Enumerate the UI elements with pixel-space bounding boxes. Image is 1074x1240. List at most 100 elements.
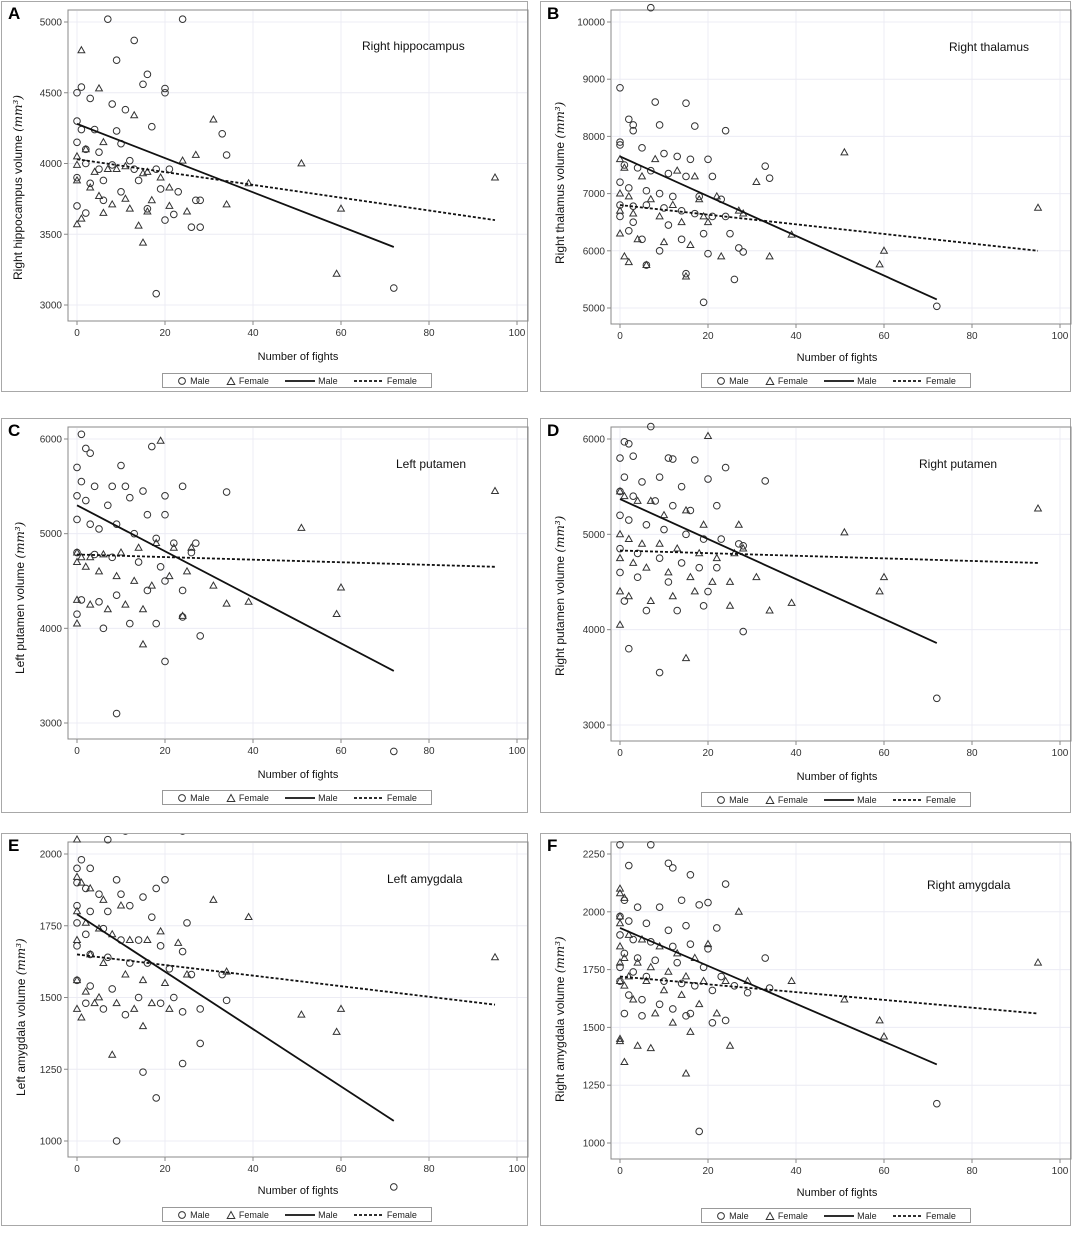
male-point — [95, 148, 103, 156]
female-point — [875, 259, 884, 268]
male-point — [704, 155, 712, 164]
female-point — [646, 596, 656, 604]
male-point — [633, 903, 642, 911]
y-tick-label: 8000 — [583, 132, 606, 143]
x-tick-label: 100 — [1052, 748, 1069, 759]
x-axis-label: Number of fights — [257, 1185, 339, 1197]
male-point — [152, 534, 160, 543]
male-point — [139, 80, 147, 89]
male-point — [730, 275, 739, 284]
male-point — [642, 521, 651, 529]
female-point — [615, 586, 625, 595]
panel-a: A 0 20 40 60 80 100 3000 3500 4000 4500 5000 Right… — [1, 1, 529, 392]
male-point — [739, 248, 747, 256]
male-point — [677, 979, 686, 988]
male-point — [156, 999, 165, 1008]
female-point — [646, 962, 656, 971]
female-point — [615, 918, 625, 927]
male-point — [117, 461, 125, 470]
legend-item-male-line: Male — [285, 793, 338, 803]
male-point — [130, 165, 138, 173]
x-tick-label: 100 — [1052, 1166, 1069, 1177]
female-fit-line — [76, 158, 496, 221]
female-point — [72, 906, 82, 915]
male-point — [121, 482, 130, 491]
y-tick-label: 1250 — [583, 1081, 606, 1092]
female-point — [77, 45, 86, 54]
female-point — [624, 257, 634, 266]
male-point — [139, 893, 147, 901]
female-point — [672, 166, 682, 174]
male-point — [616, 544, 624, 553]
scatter-plot: 0 20 40 60 80 100 1000 1250 1500 1750 2000 2250 — [583, 840, 1072, 1177]
male-point — [625, 226, 633, 235]
male-point — [761, 162, 769, 170]
female-point — [222, 967, 231, 975]
male-point — [616, 931, 624, 939]
male-point — [664, 578, 673, 586]
female-point — [209, 581, 218, 589]
legend-label: Male — [318, 1209, 338, 1220]
male-point — [170, 539, 178, 547]
male-point — [651, 497, 659, 505]
male-point — [134, 936, 143, 944]
legend-item-female-line: Female — [353, 376, 417, 386]
x-tick-label: 80 — [966, 331, 978, 342]
scatter-plot: 0 20 40 60 80 100 3000 3500 4000 4500 5000 — [40, 9, 529, 339]
male-point — [677, 235, 686, 244]
female-point — [624, 191, 634, 200]
female-point — [642, 976, 651, 985]
female-point — [1033, 503, 1043, 512]
male-point — [647, 840, 655, 849]
female-point — [840, 147, 849, 156]
y-tick-label: 2250 — [583, 850, 606, 861]
male-point — [126, 959, 134, 967]
female-point — [681, 505, 691, 514]
y-axis-label: Left amygdala volume (mm³) — [14, 938, 28, 1096]
male-point — [699, 298, 708, 307]
male-point — [933, 302, 941, 311]
x-tick-label: 40 — [790, 331, 802, 342]
female-point — [99, 895, 108, 903]
female-point — [637, 171, 647, 180]
male-point — [161, 510, 169, 519]
y-axis-label: Right thalamus volume (mm³) — [553, 102, 567, 264]
legend-label: Female — [777, 794, 808, 805]
male-point — [620, 597, 629, 605]
male-point — [187, 548, 196, 557]
male-point — [95, 890, 103, 898]
female-point — [332, 269, 341, 277]
female-point — [72, 935, 82, 943]
female-point — [332, 609, 341, 618]
plot-title: Right thalamus — [949, 40, 1030, 54]
x-tick-label: 0 — [617, 331, 623, 342]
female-point — [336, 204, 346, 212]
male-point — [86, 982, 94, 990]
male-point — [616, 568, 624, 577]
male-point — [704, 475, 712, 483]
male-point — [82, 496, 90, 505]
y-tick-label: 1000 — [583, 1139, 606, 1150]
legend-item-male-marker: Male — [716, 795, 749, 805]
plot-frame — [610, 426, 1072, 742]
female-point — [121, 969, 130, 978]
male-point — [616, 511, 624, 520]
legend-item-female-line: Female — [892, 1211, 956, 1221]
male-point — [669, 455, 677, 463]
female-point — [620, 251, 629, 260]
female-point — [143, 935, 152, 943]
male-point — [691, 456, 699, 464]
female-point — [138, 1021, 148, 1030]
legend-label: Female — [777, 375, 808, 386]
male-point — [73, 173, 81, 182]
male-point — [161, 876, 169, 884]
female-point — [81, 144, 91, 153]
female-point — [182, 566, 192, 575]
male-point — [112, 1137, 121, 1145]
x-tick-label: 100 — [509, 746, 526, 757]
male-point — [721, 880, 730, 888]
male-point — [620, 438, 629, 446]
y-tick-label: 3000 — [40, 719, 63, 730]
male-point — [695, 192, 703, 201]
female-point — [490, 952, 500, 961]
